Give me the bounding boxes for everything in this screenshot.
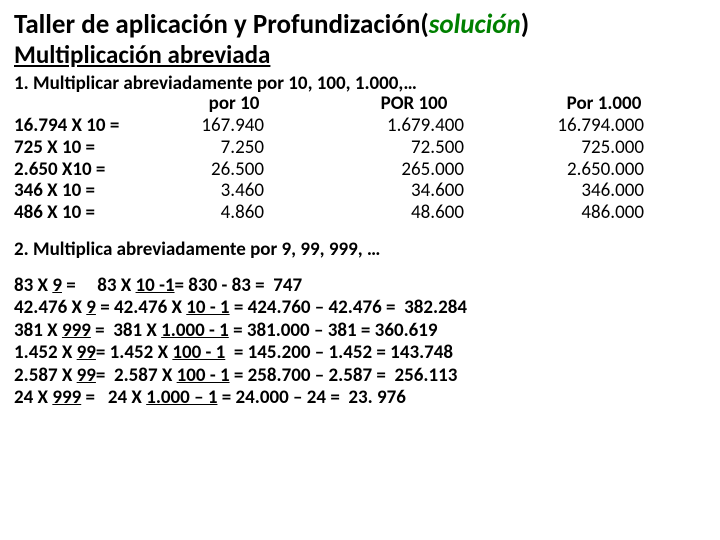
t: 100 - 1 [172, 341, 225, 364]
section-2-heading: 2. Multiplica abreviadamente por 9, 99, … [14, 238, 706, 261]
t: = 830 - 83 = 747 [175, 274, 303, 297]
t: = 1.452 X [96, 341, 172, 364]
cell: 4.860 [154, 202, 314, 224]
t: 99 [77, 341, 96, 364]
row-label: 2.650 X10 = [14, 159, 154, 181]
t: 100 - 1 [177, 364, 230, 387]
t: 24 X [14, 386, 52, 409]
t: 10 -1 [136, 274, 175, 297]
t: 381 X [14, 319, 62, 342]
multiplication-table: por 10 POR 100 Por 1.000 16.794 X 10 = 1… [14, 93, 706, 224]
col-header-1000: Por 1.000 [514, 93, 694, 115]
t: = 424.760 – 42.476 = 382.284 [230, 296, 467, 319]
t: = 83 X [62, 274, 136, 297]
row-label: 16.794 X 10 = [14, 115, 154, 137]
worked-examples: 83 X 9 = 83 X 10 -1= 830 - 83 = 747 42.4… [14, 275, 706, 409]
t: 1.452 X [14, 341, 77, 364]
title-solution: solución [429, 8, 521, 41]
t: 10 - 1 [186, 296, 229, 319]
t: = 24 X [81, 386, 146, 409]
cell: 167.940 [154, 115, 314, 137]
subtitle: Multiplicación abreviada [14, 39, 706, 70]
t: 999 [52, 386, 81, 409]
t: 2.587 X [14, 364, 77, 387]
cell: 7.250 [154, 137, 314, 159]
cell: 34.600 [314, 180, 514, 202]
t: 99 [77, 364, 96, 387]
t: 999 [62, 319, 91, 342]
title-part-a: Taller de aplicación y Profundización( [14, 8, 429, 41]
cell: 26.500 [154, 159, 314, 181]
t: = 145.200 – 1.452 = 143.748 [225, 341, 453, 364]
row-label: 346 X 10 = [14, 180, 154, 202]
cell: 72.500 [314, 137, 514, 159]
row-label: 486 X 10 = [14, 202, 154, 224]
t: 1.000 – 1 [146, 386, 217, 409]
t: = 42.476 X [96, 296, 186, 319]
title-part-c: ) [521, 8, 529, 41]
col-header-blank [14, 93, 154, 115]
col-header-100: POR 100 [314, 93, 514, 115]
page-title: Taller de aplicación y Profundización(so… [14, 8, 706, 41]
cell: 486.000 [514, 202, 694, 224]
t: = 2.587 X [96, 364, 177, 387]
cell: 265.000 [314, 159, 514, 181]
t: = 24.000 – 24 = 23. 976 [217, 386, 405, 409]
t: = 381 X [91, 319, 161, 342]
cell: 3.460 [154, 180, 314, 202]
row-label: 725 X 10 = [14, 137, 154, 159]
cell: 1.679.400 [314, 115, 514, 137]
t: = 381.000 – 381 = 360.619 [229, 319, 438, 342]
cell: 2.650.000 [514, 159, 694, 181]
t: 42.476 X [14, 296, 86, 319]
t: = 258.700 – 2.587 = 256.113 [230, 364, 458, 387]
t: 9 [86, 296, 96, 319]
t: 9 [52, 274, 62, 297]
cell: 725.000 [514, 137, 694, 159]
t: 1.000 - 1 [161, 319, 229, 342]
t: 83 X [14, 274, 52, 297]
cell: 48.600 [314, 202, 514, 224]
cell: 346.000 [514, 180, 694, 202]
cell: 16.794.000 [514, 115, 694, 137]
col-header-10: por 10 [154, 93, 314, 115]
